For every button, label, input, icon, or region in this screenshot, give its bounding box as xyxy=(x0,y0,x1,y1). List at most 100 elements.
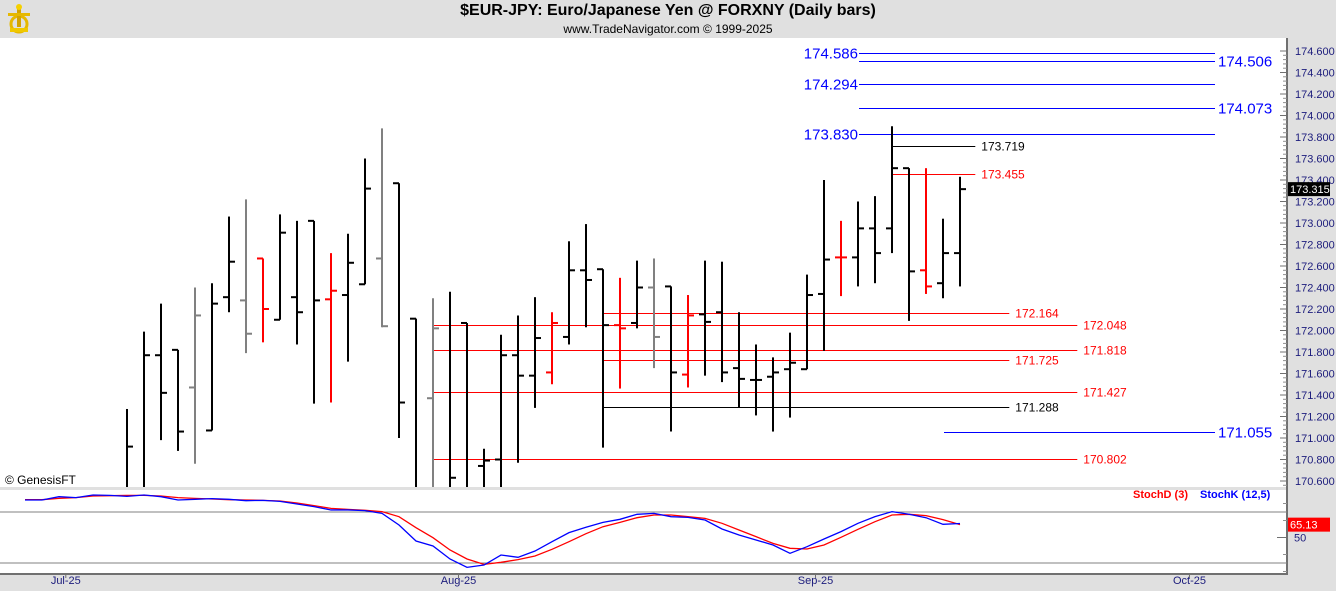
ohlc-bar xyxy=(699,260,711,376)
ohlc-bar xyxy=(835,220,847,297)
sextant-logo-icon xyxy=(8,4,30,34)
price-axis-label: 172.200 xyxy=(1295,304,1335,316)
ohlc-bar xyxy=(767,357,779,432)
ohlc-bar xyxy=(461,321,468,487)
level-label: 170.802 xyxy=(1083,453,1127,467)
date-axis-label: Jul-25 xyxy=(51,575,81,587)
level-label: 174.586 xyxy=(804,46,858,63)
price-axis-label: 172.000 xyxy=(1295,326,1335,338)
ohlc-bar xyxy=(716,261,728,383)
price-axis-label: 173.600 xyxy=(1295,154,1335,166)
ohlc-bar xyxy=(342,233,354,362)
ohlc-bar xyxy=(682,295,694,388)
date-axis: Jul-25 Aug-25 Sep-25 Oct-25 xyxy=(51,574,1206,587)
level-label: 173.830 xyxy=(804,127,858,144)
date-axis-label: Oct-25 xyxy=(1173,575,1206,587)
price-axis-label: 170.800 xyxy=(1295,455,1335,467)
chart-title: $EUR-JPY: Euro/Japanese Yen @ FORXNY (Da… xyxy=(460,2,876,19)
ohlc-bar xyxy=(869,196,881,284)
ohlc-bar xyxy=(529,297,541,408)
ohlc-bar xyxy=(648,258,660,369)
price-axis-label: 173.000 xyxy=(1295,218,1335,230)
ohlc-bar xyxy=(801,274,813,371)
ohlc-bar xyxy=(954,176,966,287)
ohlc-bar xyxy=(614,277,626,389)
ohlc-bar xyxy=(126,408,133,487)
price-axis-label: 174.200 xyxy=(1295,89,1335,101)
price-axis-label: 174.600 xyxy=(1295,46,1335,58)
ohlc-bar xyxy=(546,312,558,385)
level-label: 172.048 xyxy=(1083,319,1127,333)
ohlc-bar xyxy=(291,220,303,345)
ohlc-bar xyxy=(189,287,201,464)
ohlc-bar xyxy=(143,331,150,487)
ohlc-bar xyxy=(274,214,286,321)
ohlc-bar xyxy=(478,448,490,487)
ohlc-bar xyxy=(580,224,592,328)
ohlc-bar xyxy=(597,268,609,448)
ohlc-bar xyxy=(257,257,269,343)
ohlc-bar xyxy=(852,201,864,287)
price-axis-label: 170.600 xyxy=(1295,476,1335,488)
copyright-label: © GenesisFT xyxy=(5,473,77,487)
ohlc-bar xyxy=(308,219,320,404)
price-axis-label: 174.400 xyxy=(1295,68,1335,80)
chart-subtitle: www.TradeNavigator.com © 1999-2025 xyxy=(563,22,773,36)
level-label: 171.427 xyxy=(1083,386,1127,400)
price-axis-label: 172.800 xyxy=(1295,240,1335,252)
level-label: 171.055 xyxy=(1218,425,1272,442)
ohlc-bar xyxy=(325,253,337,403)
ohlc-bar xyxy=(376,128,388,328)
ohlc-bar xyxy=(240,199,252,354)
price-axis-label: 173.200 xyxy=(1295,197,1335,209)
ohlc-bar xyxy=(920,168,932,294)
stoch-axis-label: 50 xyxy=(1294,533,1306,545)
level-label: 171.288 xyxy=(1015,401,1059,415)
price-axis-label: 171.000 xyxy=(1295,433,1335,445)
price-axis-label: 171.200 xyxy=(1295,412,1335,424)
price-axis-label: 173.800 xyxy=(1295,132,1335,144)
ohlc-bar xyxy=(512,315,524,463)
ohlc-bar xyxy=(155,303,167,441)
level-label: 173.455 xyxy=(981,168,1025,182)
ohlc-bar xyxy=(818,180,830,351)
ohlc-bar xyxy=(410,317,417,487)
price-axis-label: 172.600 xyxy=(1295,261,1335,273)
stoch-d-line xyxy=(25,494,961,566)
ohlc-bar xyxy=(733,312,745,408)
level-label: 173.719 xyxy=(981,140,1025,154)
level-label: 174.294 xyxy=(804,77,858,94)
ohlc-bar xyxy=(172,348,184,451)
level-label: 174.506 xyxy=(1218,54,1272,71)
price-axis-label: 171.800 xyxy=(1295,347,1335,359)
legend-stoch-k: StochK (12,5) xyxy=(1200,489,1271,501)
price-bars xyxy=(126,126,966,487)
ohlc-bar xyxy=(223,216,235,313)
ohlc-bar xyxy=(937,218,949,299)
ohlc-bar xyxy=(359,158,371,286)
price-axis-label: 171.600 xyxy=(1295,369,1335,381)
ohlc-bar xyxy=(427,298,439,487)
ohlc-bar xyxy=(495,334,507,487)
date-axis-label: Sep-25 xyxy=(798,575,833,587)
ohlc-bar xyxy=(750,344,762,416)
ohlc-bar xyxy=(784,332,796,418)
price-axis: 174.600 174.400 174.200 174.000 173.800 173.6… xyxy=(1277,46,1335,572)
ohlc-bar xyxy=(665,285,677,432)
price-axis-label: 171.400 xyxy=(1295,390,1335,402)
price-plot-area xyxy=(0,38,1287,487)
stoch-last-value-badge xyxy=(1288,517,1330,532)
ohlc-bar xyxy=(449,291,456,487)
price-axis-label: 172.400 xyxy=(1295,283,1335,295)
level-label: 172.164 xyxy=(1015,307,1059,321)
stochastic-lines xyxy=(25,494,961,569)
last-price-badge xyxy=(1288,182,1330,197)
ohlc-bar xyxy=(886,126,898,254)
level-label: 174.073 xyxy=(1218,101,1272,118)
ohlc-bar xyxy=(206,283,218,432)
sextant-logo xyxy=(4,2,34,34)
legend-stoch-d: StochD (3) xyxy=(1133,489,1188,501)
level-label: 171.725 xyxy=(1015,354,1059,368)
stoch-last-value-label: 65.13 xyxy=(1290,520,1318,532)
